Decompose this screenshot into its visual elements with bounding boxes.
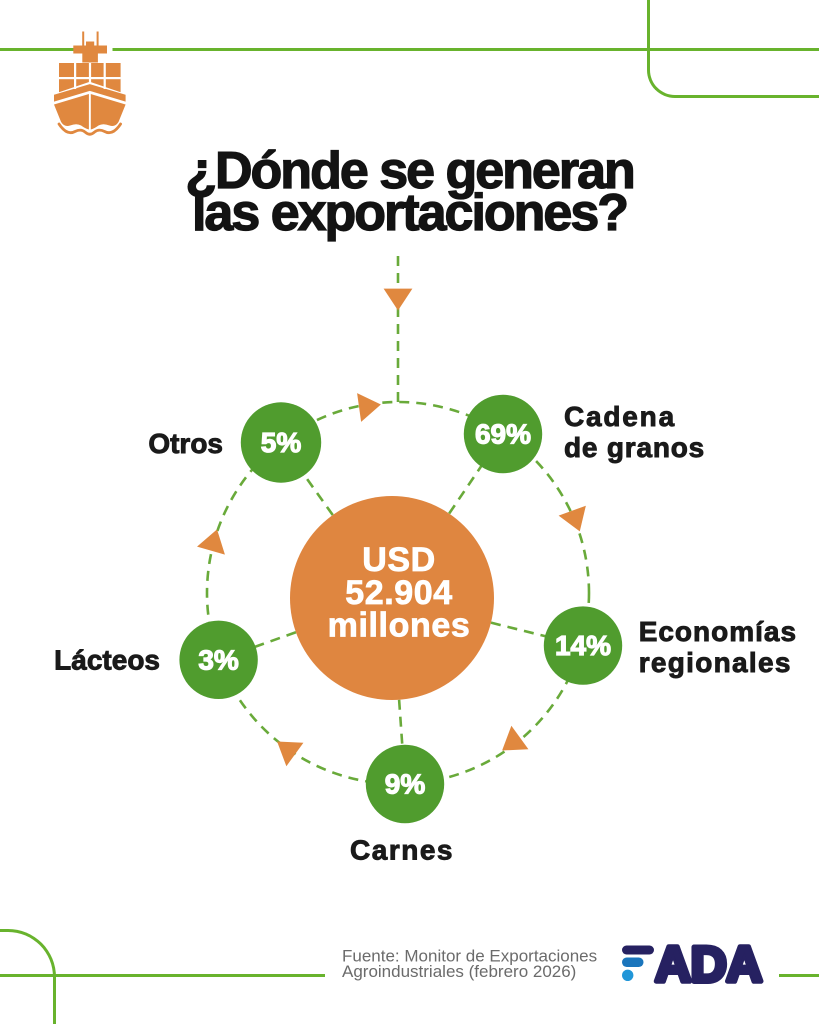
svg-text:69%: 69% — [475, 419, 531, 450]
svg-text:Otros: Otros — [148, 428, 223, 459]
svg-text:USD: USD — [362, 541, 436, 579]
svg-text:ADA: ADA — [655, 937, 762, 993]
svg-text:3%: 3% — [198, 644, 239, 675]
svg-text:14%: 14% — [555, 630, 611, 661]
svg-text:millones: millones — [328, 607, 471, 645]
svg-text:Lácteos: Lácteos — [54, 644, 160, 675]
svg-text:Fuente: Monitor de Exportacion: Fuente: Monitor de Exportaciones — [342, 946, 597, 965]
svg-text:52.904: 52.904 — [345, 574, 453, 612]
svg-text:Agroindustriales (febrero 2026: Agroindustriales (febrero 2026) — [342, 962, 576, 981]
svg-text:Economías: Economías — [639, 616, 797, 647]
svg-text:regionales: regionales — [639, 647, 792, 678]
svg-text:9%: 9% — [385, 769, 426, 800]
svg-text:Carnes: Carnes — [350, 834, 454, 865]
svg-text:5%: 5% — [261, 427, 302, 458]
svg-text:de granos: de granos — [564, 432, 705, 463]
svg-text:Cadena: Cadena — [564, 401, 676, 432]
